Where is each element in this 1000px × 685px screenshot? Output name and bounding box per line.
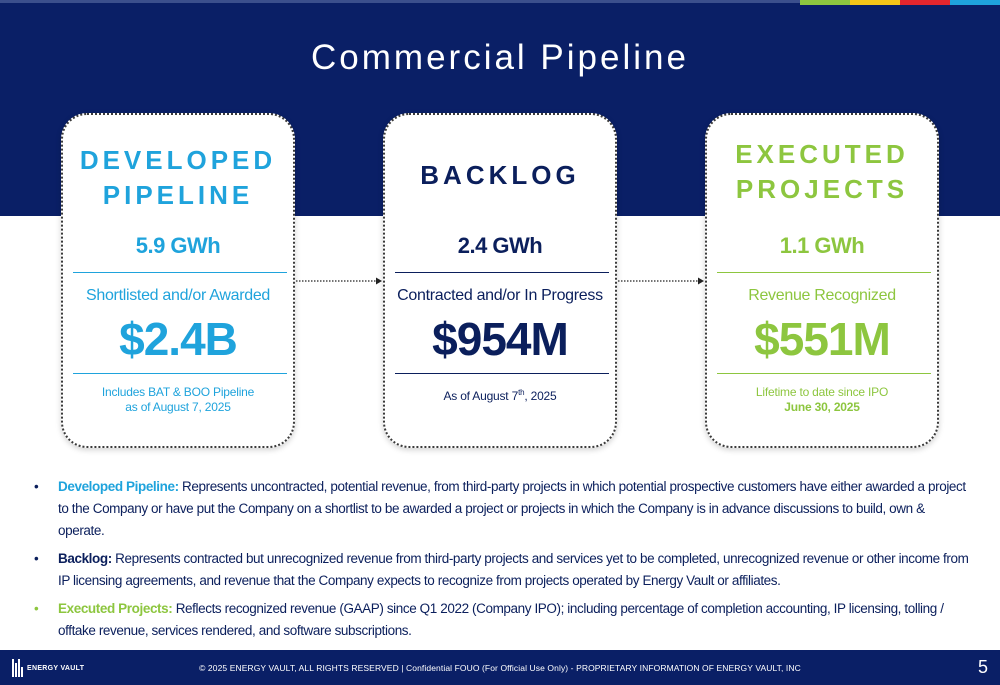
accent-stripe-blue	[950, 0, 1000, 5]
card-divider	[73, 272, 287, 273]
accent-stripes	[800, 0, 1000, 5]
definition-item: • Backlog: Represents contracted but unr…	[34, 548, 974, 592]
card-subtitle: Contracted and/or In Progress	[397, 287, 603, 304]
backlog-card: BACKLOG 2.4 GWh Contracted and/or In Pro…	[383, 113, 617, 448]
card-divider	[395, 272, 609, 273]
definition-text: Represents uncontracted, potential reven…	[58, 479, 966, 538]
card-gwh: 1.1 GWh	[779, 233, 865, 258]
slide-title: Commercial Pipeline	[311, 38, 689, 77]
definition-term: Developed Pipeline:	[58, 479, 179, 494]
card-note-line1: Includes BAT & BOO Pipeline	[101, 385, 255, 399]
bullet-dot: •	[34, 551, 39, 566]
card-heading: EXECUTED PROJECTS	[707, 137, 937, 207]
card-amount: $2.4B	[119, 313, 238, 365]
card-gwh: 2.4 GWh	[457, 233, 543, 258]
card-note-prefix: As of August 7	[443, 389, 519, 403]
logo-text: ENERGY VAULT	[27, 664, 85, 672]
card-divider	[717, 272, 931, 273]
card-divider	[73, 373, 287, 374]
flow-arrow	[618, 277, 704, 285]
accent-stripe-yellow	[850, 0, 900, 5]
card-heading: BACKLOG	[385, 158, 615, 193]
accent-stripe-red	[900, 0, 950, 5]
card-heading-line1: DEVELOPED	[79, 145, 277, 175]
card-subtitle: Shortlisted and/or Awarded	[85, 287, 271, 304]
accent-stripe-green	[800, 0, 850, 5]
definition-text: Represents contracted but unrecognized r…	[58, 551, 969, 588]
card-heading-line2: PROJECTS	[735, 174, 909, 204]
card-note-line2: June 30, 2025	[784, 400, 860, 414]
definitions-list: • Developed Pipeline: Represents uncontr…	[34, 476, 974, 648]
card-amount: $551M	[754, 313, 891, 365]
logo-bars-icon	[12, 659, 23, 677]
card-amount: $954M	[432, 313, 569, 365]
footer-copyright: © 2025 ENERGY VAULT, ALL RIGHTS RESERVED…	[199, 663, 801, 673]
card-heading-line1: EXECUTED	[735, 139, 909, 169]
card-note-sup: th	[518, 388, 525, 397]
flow-arrow	[296, 277, 382, 285]
card-divider	[717, 373, 931, 374]
card-heading-line2: PIPELINE	[102, 180, 254, 210]
energy-vault-logo: ENERGY VAULT	[12, 658, 84, 678]
definition-term: Backlog:	[58, 551, 112, 566]
card-note: Includes BAT & BOO Pipeline as of August…	[63, 385, 293, 415]
card-subtitle: Revenue Recognized	[748, 287, 896, 304]
card-note-line2: as of August 7, 2025	[125, 400, 231, 414]
card-heading-line1: BACKLOG	[420, 160, 580, 190]
card-note: Lifetime to date since IPO June 30, 2025	[707, 385, 937, 415]
definition-text: Reflects recognized revenue (GAAP) since…	[58, 601, 944, 638]
card-note-suffix: , 2025	[524, 389, 557, 403]
bullet-dot: •	[34, 601, 39, 616]
card-gwh: 5.9 GWh	[135, 233, 221, 258]
card-note: As of August 7th, 2025	[385, 385, 615, 404]
header-top-line	[0, 0, 1000, 3]
definition-item: • Developed Pipeline: Represents uncontr…	[34, 476, 974, 542]
page-number: 5	[977, 657, 988, 677]
developed-pipeline-card: DEVELOPED PIPELINE 5.9 GWh Shortlisted a…	[61, 113, 295, 448]
card-divider	[395, 373, 609, 374]
card-note-line1: Lifetime to date since IPO	[755, 385, 889, 399]
executed-projects-card: EXECUTED PROJECTS 1.1 GWh Revenue Recogn…	[705, 113, 939, 448]
definition-term: Executed Projects:	[58, 601, 173, 616]
footer-bar: ENERGY VAULT © 2025 ENERGY VAULT, ALL RI…	[0, 650, 1000, 685]
card-heading: DEVELOPED PIPELINE	[63, 143, 293, 213]
definition-item: • Executed Projects: Reflects recognized…	[34, 598, 974, 642]
bullet-dot: •	[34, 479, 39, 494]
